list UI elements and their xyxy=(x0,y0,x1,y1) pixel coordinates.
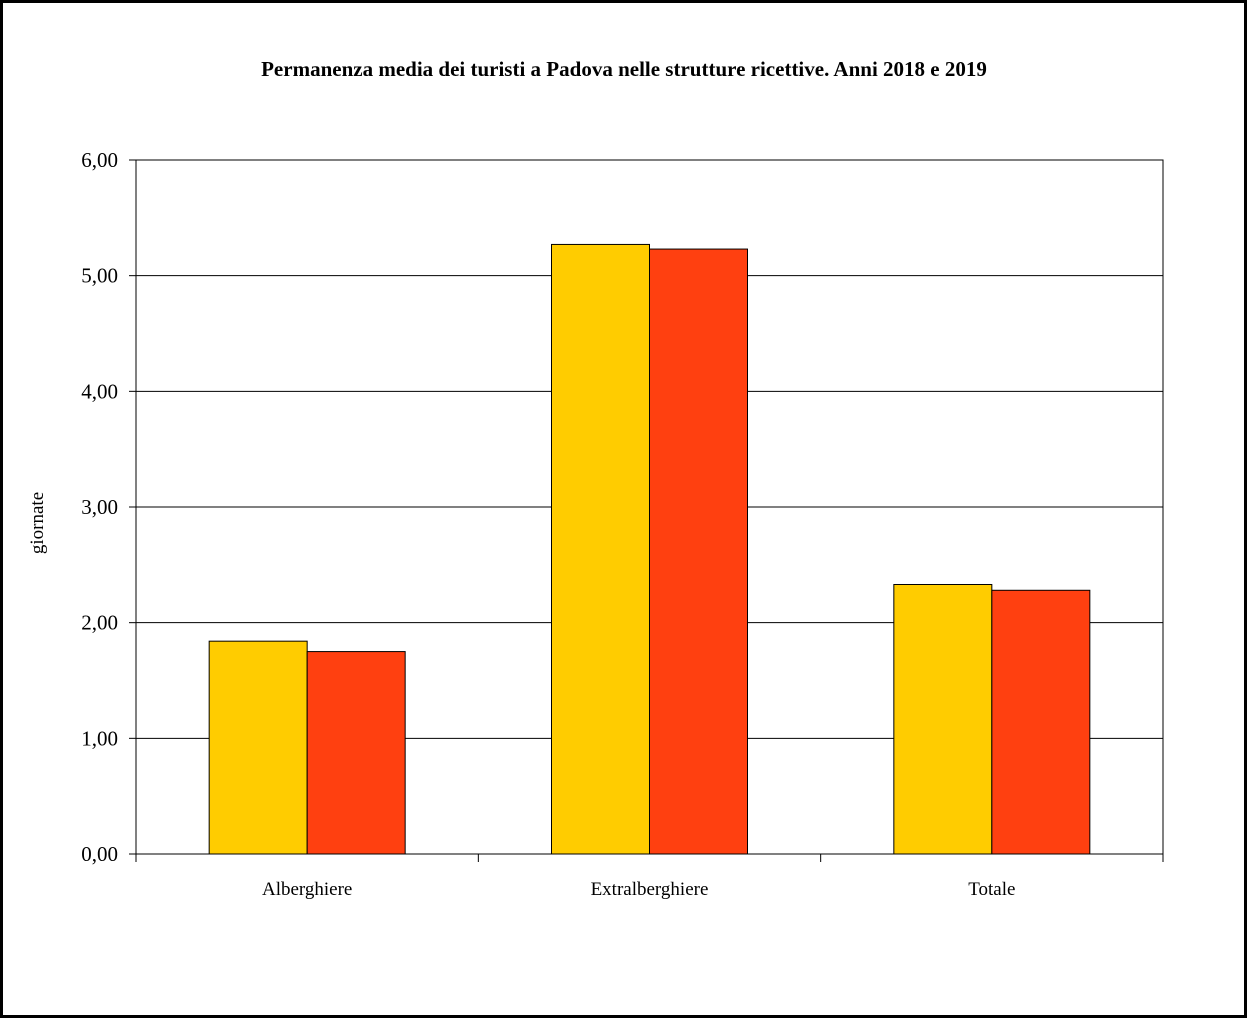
y-tick-label: 6,00 xyxy=(81,148,118,172)
bar xyxy=(649,248,748,855)
y-tick-label: 1,00 xyxy=(81,726,118,750)
x-tick-label: Alberghiere xyxy=(262,879,352,900)
chart-title: Permanenza media dei turisti a Padova ne… xyxy=(261,57,987,81)
x-tick-label: Totale xyxy=(968,879,1015,900)
bar xyxy=(893,583,993,855)
y-axis-label: giornate xyxy=(27,492,48,554)
y-tick-label: 4,00 xyxy=(81,379,118,403)
x-tick-label: Extralberghiere xyxy=(591,879,709,900)
y-tick-label: 2,00 xyxy=(81,611,118,635)
bar xyxy=(551,243,650,855)
bar xyxy=(208,640,308,855)
y-tick-label: 3,00 xyxy=(81,495,118,519)
y-tick-label: 5,00 xyxy=(81,264,118,288)
y-tick-label: 0,00 xyxy=(81,842,118,866)
bar xyxy=(306,651,406,855)
plot-area: 0,00 1,00 2,00 3,00 4,00 5,00 6,00 Alberghiere E… xyxy=(81,148,1164,900)
bar xyxy=(991,589,1091,855)
